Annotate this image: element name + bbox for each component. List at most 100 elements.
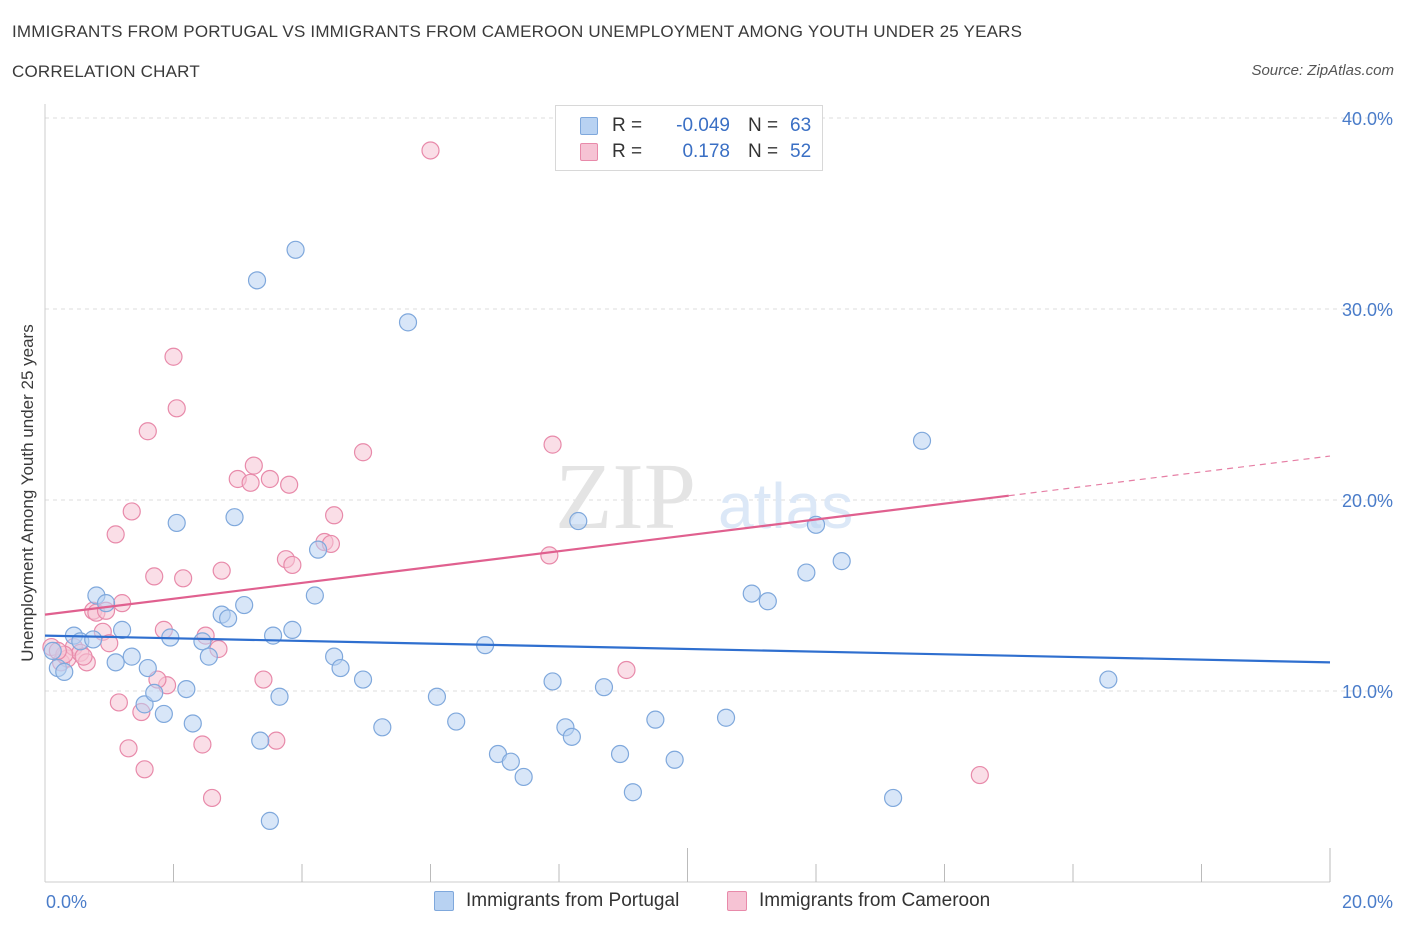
cameroon-point (145, 567, 164, 586)
y-axis-title: Unemployment Among Youth under 25 years (18, 324, 37, 661)
portugal-point (912, 431, 932, 450)
portugal-point (138, 658, 157, 678)
cameroon-point (167, 399, 186, 418)
cameroon-point (267, 731, 286, 750)
portugal-point (353, 670, 373, 689)
cameroon-point (260, 469, 279, 489)
cameroon-swatch (580, 143, 598, 161)
x-tick-label: 0.0% (46, 892, 87, 912)
legend-r-value: 0.178 (682, 141, 730, 162)
cameroon-point (617, 660, 636, 680)
portugal-point (331, 658, 350, 678)
portugal-point (594, 678, 614, 697)
portugal-swatch (580, 117, 598, 135)
x-tick-label: 20.0% (1342, 892, 1393, 912)
portugal-point (270, 687, 289, 706)
portugal-point (758, 592, 777, 611)
cameroon-point (543, 435, 562, 454)
portugal-point (665, 750, 684, 769)
portugal-point (247, 271, 267, 290)
legend-n-value: 63 (790, 115, 812, 136)
portugal-point (199, 647, 218, 666)
y-tick-label: 40.0% (1342, 109, 1393, 129)
watermark: ZIP atlas (555, 445, 853, 549)
watermark-zip: ZIP (555, 445, 696, 549)
portugal-point (283, 620, 302, 639)
cameroon-point (325, 506, 344, 525)
cameroon-point (174, 569, 193, 588)
portugal-point (1099, 670, 1118, 689)
portugal-point (308, 540, 328, 559)
watermark-atlas: atlas (718, 470, 853, 542)
portugal-point (96, 594, 116, 613)
cameroon-point (109, 693, 128, 712)
cameroon-point (122, 502, 141, 521)
portugal-point (235, 595, 254, 615)
portugal-point (193, 632, 212, 651)
cameroon-point (193, 735, 212, 754)
cameroon-point (280, 475, 299, 494)
portugal-point (305, 586, 324, 605)
cameroon-trend-line (44, 494, 1009, 616)
source-credit: Source: ZipAtlas.com (1251, 62, 1394, 79)
portugal-point (183, 714, 202, 733)
portugal-point (43, 641, 62, 660)
cameroon-legend-swatch (727, 891, 747, 911)
legend-r-label: R = (612, 115, 643, 136)
legend-item-portugal: Immigrants from Portugal (434, 890, 679, 912)
portugal-point (514, 767, 533, 787)
portugal-point (501, 752, 520, 771)
chart-subtitle: CORRELATION CHART (12, 62, 200, 81)
cameroon-point (138, 422, 157, 441)
correlation-legend: R = -0.049 N = 63 R = 0.178 N = 52 (555, 105, 823, 171)
legend-r-value: -0.049 (676, 115, 730, 136)
portugal-point (569, 511, 588, 531)
tick-labels: 10.0% 20.0% 30.0% 40.0% 0.0% 20.0% (46, 109, 1393, 912)
portugal-point (106, 653, 125, 672)
cameroon-point (135, 760, 154, 779)
portugal-point (177, 679, 196, 699)
portugal-point (427, 687, 447, 706)
cameroon-point (244, 456, 263, 475)
portugal-point (398, 313, 418, 332)
portugal-point (225, 508, 244, 527)
cameroon-point (212, 561, 231, 580)
portugal-point (84, 630, 103, 649)
portugal-point (623, 783, 642, 802)
legend-r-label: R = (612, 141, 643, 162)
axes-layer (44, 104, 1331, 883)
y-tick-label: 10.0% (1342, 682, 1393, 702)
portugal-point (112, 620, 132, 639)
cameroon-point (164, 347, 183, 366)
cameroon-point (540, 546, 559, 565)
cameroon-point (119, 739, 138, 758)
legend-n-value: 52 (790, 141, 812, 162)
portugal-point (154, 704, 173, 724)
portugal-point (716, 708, 736, 727)
cameroon-legend-label: Immigrants from Cameroon (759, 890, 991, 911)
portugal-point (447, 712, 466, 731)
series-legend: Immigrants from Portugal Immigrants from… (0, 890, 1406, 916)
legend-row-portugal: R = -0.049 N = 63 (580, 114, 811, 138)
cameroon-point (283, 555, 302, 575)
portugal-point (122, 647, 141, 666)
cameroon-point (202, 788, 222, 808)
legend-item-cameroon: Immigrants from Cameroon (727, 890, 990, 912)
portugal-point (832, 552, 851, 571)
portugal-points (43, 240, 1118, 830)
portugal-point (646, 710, 665, 729)
cameroon-point (112, 594, 132, 613)
portugal-trend-line (44, 634, 1331, 664)
legend-row-cameroon: R = 0.178 N = 52 (580, 140, 811, 164)
chart-title: IMMIGRANTS FROM PORTUGAL VS IMMIGRANTS F… (12, 22, 1023, 41)
cameroon-point (74, 647, 93, 666)
portugal-point (145, 683, 164, 703)
portugal-point (373, 718, 392, 737)
portugal-point (543, 672, 562, 691)
cameroon-point (241, 473, 260, 492)
legend-n-label: N = (748, 141, 779, 162)
portugal-legend-label: Immigrants from Portugal (466, 890, 680, 911)
cameroon-point (254, 670, 273, 689)
cameroon-point (421, 141, 440, 160)
